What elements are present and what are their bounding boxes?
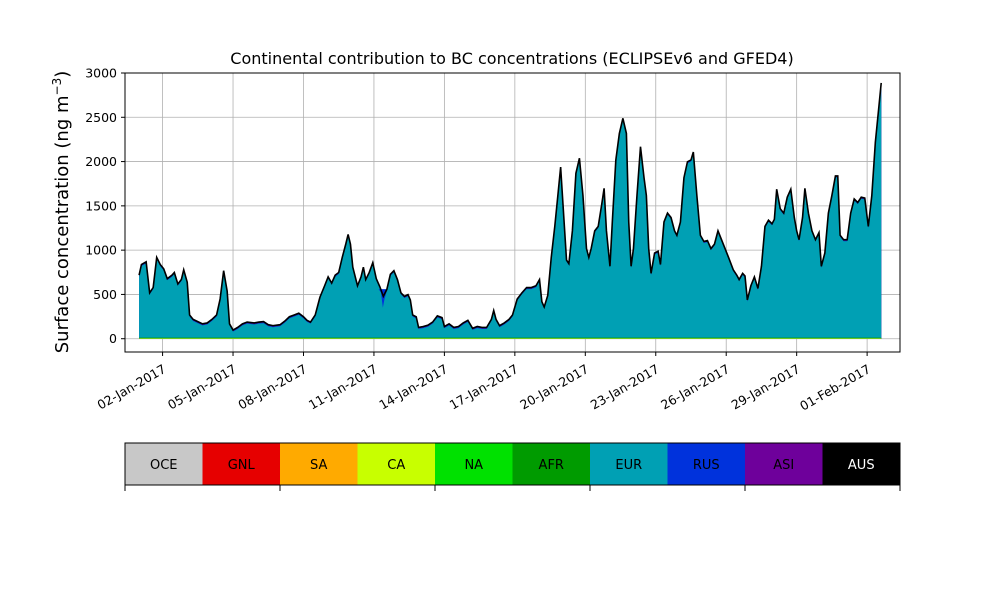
y-tick-label: 2500 (85, 110, 117, 125)
series-area-eur (139, 84, 882, 339)
legend-swatch (435, 443, 513, 485)
legend-swatch (590, 443, 668, 485)
legend-swatch (822, 443, 900, 485)
y-tick-label: 2000 (85, 154, 117, 169)
x-tick-label: 14-Jan-2017 (376, 361, 450, 412)
legend-label: RUS (693, 458, 720, 473)
legend-swatch (280, 443, 358, 485)
legend-label: ASI (773, 458, 794, 473)
stacked-areas (138, 82, 883, 339)
x-tick-label: 26-Jan-2017 (658, 361, 732, 412)
x-tick-label: 02-Jan-2017 (95, 361, 169, 412)
y-tick-label: 0 (109, 331, 117, 346)
y-axis-label-text: Surface concentration (ng m (52, 95, 73, 353)
x-tick-label: 17-Jan-2017 (447, 361, 521, 412)
legend-label: AFR (539, 458, 564, 473)
legend-swatch (202, 443, 280, 485)
chart-title: Continental contribution to BC concentra… (230, 49, 793, 68)
y-axis-label-exponent: −3 (50, 78, 64, 96)
y-axis-label-close: ) (52, 71, 73, 78)
legend-label: NA (464, 458, 483, 473)
legend-swatch (667, 443, 745, 485)
y-tick-label: 500 (93, 287, 117, 302)
region-legend-colorbar: OCE GNL SA CA NA AFR EUR RUS ASI AUS (124, 442, 901, 491)
legend-label: SA (310, 458, 327, 473)
legend-label: AUS (848, 458, 875, 473)
x-tick-label: 23-Jan-2017 (588, 361, 662, 412)
legend-swatch (125, 443, 203, 485)
legend-label: EUR (615, 458, 642, 473)
x-tick-label: 11-Jan-2017 (306, 361, 380, 412)
legend-frame (124, 442, 901, 486)
x-tick-label: 29-Jan-2017 (729, 361, 803, 412)
legend-label: OCE (150, 458, 178, 473)
y-tick-label: 1500 (85, 198, 117, 213)
x-tick-label: 20-Jan-2017 (517, 361, 591, 412)
x-tick-label: 08-Jan-2017 (235, 361, 309, 412)
y-tick-label: 3000 (85, 66, 117, 81)
y-tick-label: 1000 (85, 243, 117, 258)
series-outline-total (138, 82, 883, 332)
y-axis-label: Surface concentration (ng m−3) (50, 71, 73, 354)
plot-frame (124, 72, 901, 353)
legend-swatch (745, 443, 823, 485)
legend-swatch (357, 443, 435, 485)
x-axis-ticks: 02-Jan-201705-Jan-201708-Jan-201711-Jan-… (95, 352, 873, 414)
series-area-ca (139, 338, 882, 339)
legend-label: CA (387, 458, 405, 473)
legend-label: GNL (228, 458, 256, 473)
legend-swatch (512, 443, 590, 485)
x-tick-label: 01-Feb-2017 (797, 361, 873, 413)
y-axis-ticks: 0 500 1000 1500 2000 2500 3000 (85, 66, 125, 346)
x-tick-label: 05-Jan-2017 (165, 361, 239, 412)
